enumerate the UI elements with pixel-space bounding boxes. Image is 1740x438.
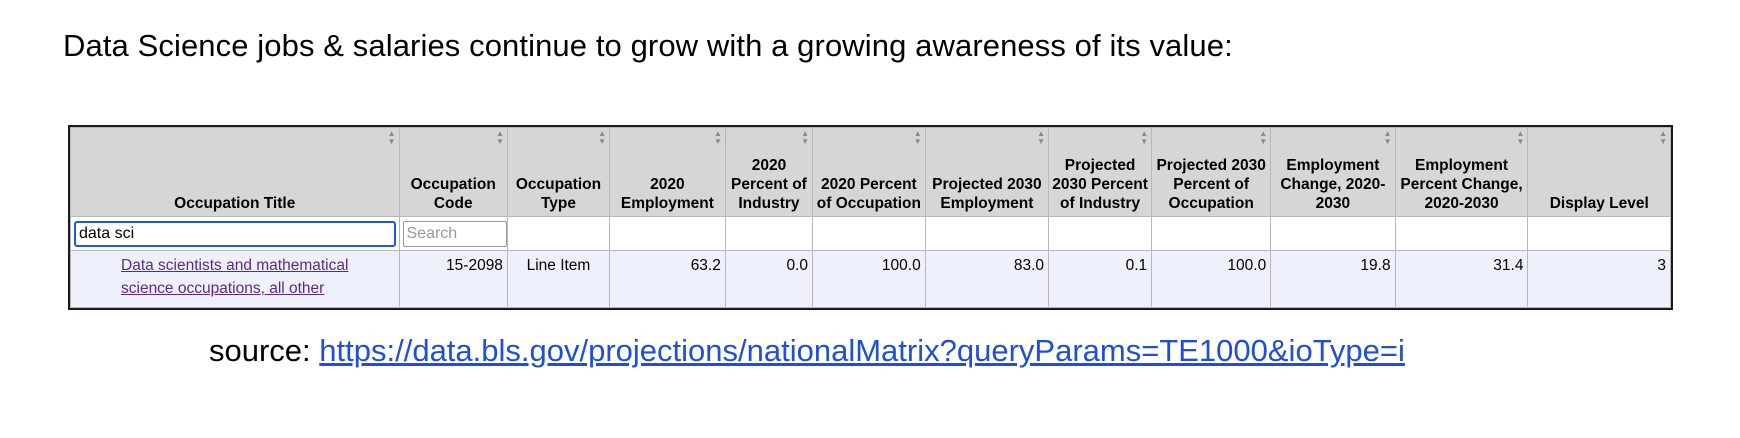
filter-cell-empty (724, 216, 814, 251)
filter-cell-empty (1048, 216, 1153, 251)
column-header-2020-percent-of-industry[interactable]: ▲ ▼ 2020 Percent of Industry (724, 127, 814, 217)
table-row: Data scientists and mathematical science… (70, 250, 1671, 308)
cell-projected-2030-employment: 83.0 (924, 250, 1050, 308)
cell-employment-percent-change: 31.4 (1394, 250, 1529, 308)
filter-cell-empty (608, 216, 726, 251)
column-header-2020-employment[interactable]: ▲ ▼ 2020 Employment (608, 127, 726, 217)
sort-arrows-icon[interactable]: ▲ ▼ (496, 129, 504, 146)
filter-cell-empty (924, 216, 1050, 251)
cell-2020-percent-of-occupation: 100.0 (812, 250, 926, 308)
column-header-projected-2030-percent-of-industry[interactable]: ▲ ▼ Projected 2030 Percent of Industry (1048, 127, 1153, 217)
sort-arrows-icon[interactable]: ▲ ▼ (1140, 129, 1149, 146)
filter-cell-empty (1151, 216, 1272, 251)
page-headline: Data Science jobs & salaries continue to… (63, 28, 1233, 63)
filter-cell-empty (1270, 216, 1396, 251)
occupation-table: ▲ ▼ Occupation Title ▲ ▼ Occupation Code ▲ ▼ O… (68, 125, 1673, 310)
cell-occupation-type: Line Item (506, 250, 610, 308)
sort-arrows-icon[interactable]: ▲ ▼ (598, 129, 606, 146)
cell-display-level: 3 (1527, 250, 1671, 308)
column-header-occupation-title[interactable]: ▲ ▼ Occupation Title (70, 127, 400, 217)
filter-cell-empty (1527, 216, 1671, 251)
cell-2020-percent-of-industry: 0.0 (724, 250, 814, 308)
filter-cell-empty (1394, 216, 1529, 251)
column-header-display-level[interactable]: ▲ ▼ Display Level (1527, 127, 1671, 217)
sort-arrows-icon[interactable]: ▲ ▼ (801, 129, 810, 146)
filter-cell-empty (812, 216, 926, 251)
filter-row (70, 216, 1671, 251)
column-header-projected-2030-employment[interactable]: ▲ ▼ Projected 2030 Employment (924, 127, 1050, 217)
filter-cell-title (70, 216, 400, 251)
sort-arrows-icon[interactable]: ▲ ▼ (387, 129, 396, 146)
occupation-link[interactable]: Data scientists and mathematical science… (121, 257, 349, 297)
source-link[interactable]: https://data.bls.gov/projections/nationa… (319, 333, 1405, 368)
column-header-occupation-code[interactable]: ▲ ▼ Occupation Code (398, 127, 508, 217)
filter-cell-empty (506, 216, 610, 251)
column-header-employment-change[interactable]: ▲ ▼ Employment Change, 2020-2030 (1270, 127, 1396, 217)
sort-arrows-icon[interactable]: ▲ ▼ (1037, 129, 1046, 146)
occupation-title-filter-input[interactable] (74, 220, 396, 247)
sort-arrows-icon[interactable]: ▲ ▼ (1383, 129, 1392, 146)
sort-arrows-icon[interactable]: ▲ ▼ (713, 129, 722, 146)
sort-arrows-icon[interactable]: ▲ ▼ (1516, 129, 1525, 146)
cell-occupation-title: Data scientists and mathematical science… (70, 250, 400, 308)
filter-cell-code (398, 216, 508, 251)
source-label: source: (209, 333, 320, 368)
cell-employment-change: 19.8 (1270, 250, 1396, 308)
header-row: ▲ ▼ Occupation Title ▲ ▼ Occupation Code ▲ ▼ O… (70, 127, 1671, 217)
sort-arrows-icon[interactable]: ▲ ▼ (913, 129, 922, 146)
column-header-occupation-type[interactable]: ▲ ▼ Occupation Type (506, 127, 610, 217)
cell-projected-2030-percent-of-industry: 0.1 (1048, 250, 1153, 308)
cell-occupation-code: 15-2098 (398, 250, 508, 308)
column-header-projected-2030-percent-of-occupation[interactable]: ▲ ▼ Projected 2030 Percent of Occupation (1151, 127, 1272, 217)
cell-projected-2030-percent-of-occupation: 100.0 (1151, 250, 1272, 308)
cell-2020-employment: 63.2 (608, 250, 726, 308)
column-header-employment-percent-change[interactable]: ▲ ▼ Employment Percent Change, 2020-2030 (1394, 127, 1529, 217)
sort-arrows-icon[interactable]: ▲ ▼ (1659, 129, 1667, 146)
column-header-2020-percent-of-occupation[interactable]: ▲ ▼ 2020 Percent of Occupation (812, 127, 926, 217)
source-line: source: https://data.bls.gov/projections… (209, 333, 1405, 369)
occupation-code-search-input[interactable] (402, 220, 507, 247)
sort-arrows-icon[interactable]: ▲ ▼ (1259, 129, 1268, 146)
